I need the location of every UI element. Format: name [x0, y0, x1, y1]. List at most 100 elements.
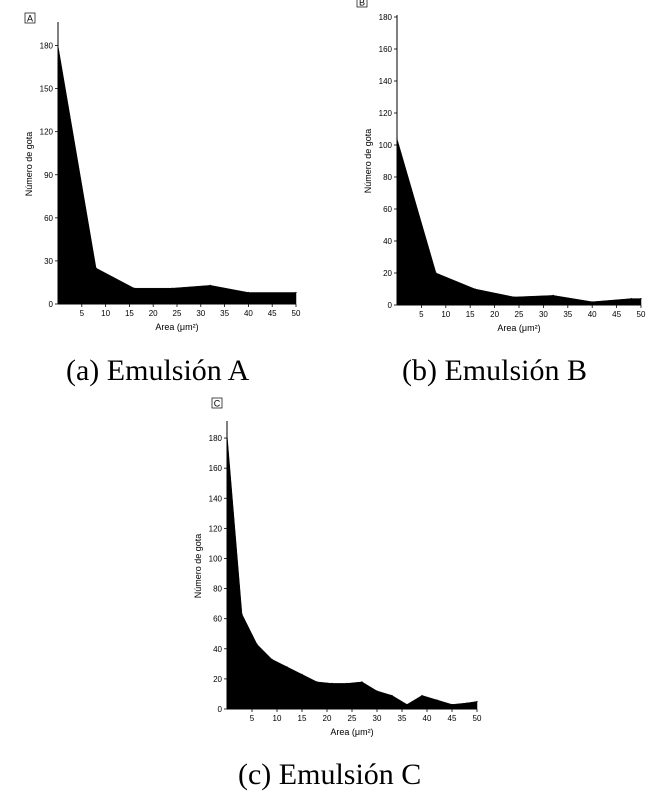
x-tick-label: 40 — [423, 714, 432, 723]
x-tick-label: 30 — [539, 310, 548, 319]
data-point — [640, 298, 642, 300]
panel-label: A — [27, 14, 33, 24]
y-tick-label: 90 — [44, 171, 53, 180]
data-point — [133, 287, 135, 289]
panel-label: C — [214, 399, 221, 409]
x-tick-label: 50 — [637, 310, 646, 319]
y-tick-label: 30 — [44, 257, 53, 266]
caption-a: (a) Emulsión A — [66, 354, 250, 387]
data-point — [630, 298, 632, 300]
x-tick-label: 30 — [196, 309, 205, 318]
data-point — [435, 272, 437, 274]
y-tick-label: 0 — [49, 300, 54, 309]
y-tick-label: 120 — [40, 128, 54, 137]
data-point — [391, 694, 393, 697]
data-point — [476, 700, 478, 703]
y-tick-label: 100 — [379, 141, 393, 150]
x-tick-label: 45 — [268, 309, 277, 318]
panel-label-box — [211, 397, 223, 409]
data-point — [591, 301, 593, 303]
x-tick-label: 45 — [448, 714, 457, 723]
data-point — [271, 658, 273, 660]
chart-panel-c: 0 20 40 60 80 100 120 140 160 180 5 10 15 20 25 30 35 40 4… — [185, 397, 485, 748]
caption-c: (c) Emulsión C — [238, 758, 422, 791]
x-tick-label: 45 — [612, 310, 621, 319]
data-point — [552, 294, 554, 296]
y-tick-label: 0 — [388, 301, 393, 310]
area-chart-b: 0 20 40 60 80 100 120 140 160 180 5 10 15 20 25 30 35 40 4… — [356, 0, 646, 333]
caption-b: (b) Emulsión B — [402, 354, 587, 387]
y-tick-label: 120 — [379, 109, 393, 118]
panel-label-box — [356, 0, 368, 8]
data-point — [241, 613, 243, 615]
y-tick-label: 100 — [209, 554, 223, 563]
x-tick-label: 10 — [273, 714, 282, 723]
x-tick-label: 5 — [80, 309, 85, 318]
data-point — [256, 643, 258, 645]
x-tick-label: 5 — [250, 714, 255, 723]
y-axis-label: Número de gota — [193, 534, 203, 599]
chart-panel-a: 0 30 60 90 120 150 180 5 10 15 20 25 30 35 40 45 50 Area … — [20, 8, 310, 338]
area-chart-a: 0 30 60 90 120 150 180 5 10 15 20 25 30 35 40 45 50 Area … — [24, 12, 301, 332]
x-tick-label: 15 — [466, 310, 475, 319]
data-point — [247, 291, 249, 294]
x-tick-label: 40 — [588, 310, 597, 319]
data-point — [346, 682, 348, 685]
x-tick-label: 10 — [441, 310, 450, 319]
y-tick-label: 20 — [213, 675, 222, 684]
area-series — [396, 138, 642, 306]
y-tick-label: 40 — [383, 237, 392, 246]
chart-panel-b: 0 20 40 60 80 100 120 140 160 180 5 10 15 20 25 30 35 40 4… — [355, 0, 646, 333]
data-point — [316, 681, 318, 683]
y-tick-label: 180 — [379, 13, 393, 22]
x-tick-label: 35 — [563, 310, 572, 319]
y-tick-label: 160 — [209, 464, 223, 473]
x-tick-label: 15 — [298, 714, 307, 723]
y-tick-label: 80 — [383, 173, 392, 182]
data-point — [331, 682, 333, 685]
y-tick-label: 60 — [213, 615, 222, 624]
x-tick-label: 35 — [220, 309, 229, 318]
x-tick-label: 25 — [515, 310, 524, 319]
y-tick-label: 150 — [40, 85, 54, 94]
data-point — [474, 288, 476, 290]
y-tick-label: 80 — [213, 585, 222, 594]
x-tick-label: 30 — [373, 714, 382, 723]
panel-label-box — [24, 12, 36, 24]
data-point — [171, 287, 173, 289]
y-tick-label: 60 — [383, 205, 392, 214]
x-tick-label: 50 — [292, 309, 301, 318]
panel-label: B — [359, 0, 365, 8]
data-point — [361, 681, 363, 683]
data-point — [436, 699, 438, 701]
y-tick-label: 160 — [379, 45, 393, 54]
area-chart-c: 0 20 40 60 80 100 120 140 160 180 5 10 15 20 25 30 35 40 4… — [193, 397, 482, 737]
y-tick-label: 20 — [383, 269, 392, 278]
x-tick-label: 25 — [348, 714, 357, 723]
y-tick-label: 120 — [209, 524, 223, 533]
y-tick-label: 0 — [218, 705, 223, 714]
x-tick-label: 25 — [173, 309, 182, 318]
data-point — [421, 694, 423, 697]
y-tick-label: 60 — [44, 214, 53, 223]
y-tick-label: 180 — [209, 434, 223, 443]
y-tick-label: 140 — [209, 494, 223, 503]
data-point — [451, 703, 453, 706]
data-point — [209, 284, 211, 286]
y-axis-label: Número de gota — [24, 132, 34, 197]
data-point — [286, 666, 288, 668]
data-point — [513, 296, 515, 298]
x-tick-label: 50 — [473, 714, 482, 723]
x-tick-label: 15 — [125, 309, 134, 318]
x-axis-label: Area (μm²) — [155, 322, 198, 332]
x-tick-label: 35 — [398, 714, 407, 723]
data-point — [376, 690, 378, 692]
x-axis-label: Area (μm²) — [497, 323, 540, 333]
x-axis-label: Area (μm²) — [330, 727, 373, 737]
x-tick-label: 20 — [149, 309, 158, 318]
x-tick-label: 20 — [323, 714, 332, 723]
data-point — [301, 673, 303, 675]
y-axis-label: Número de gota — [363, 129, 373, 194]
y-tick-label: 140 — [379, 77, 393, 86]
area-series — [226, 433, 478, 710]
